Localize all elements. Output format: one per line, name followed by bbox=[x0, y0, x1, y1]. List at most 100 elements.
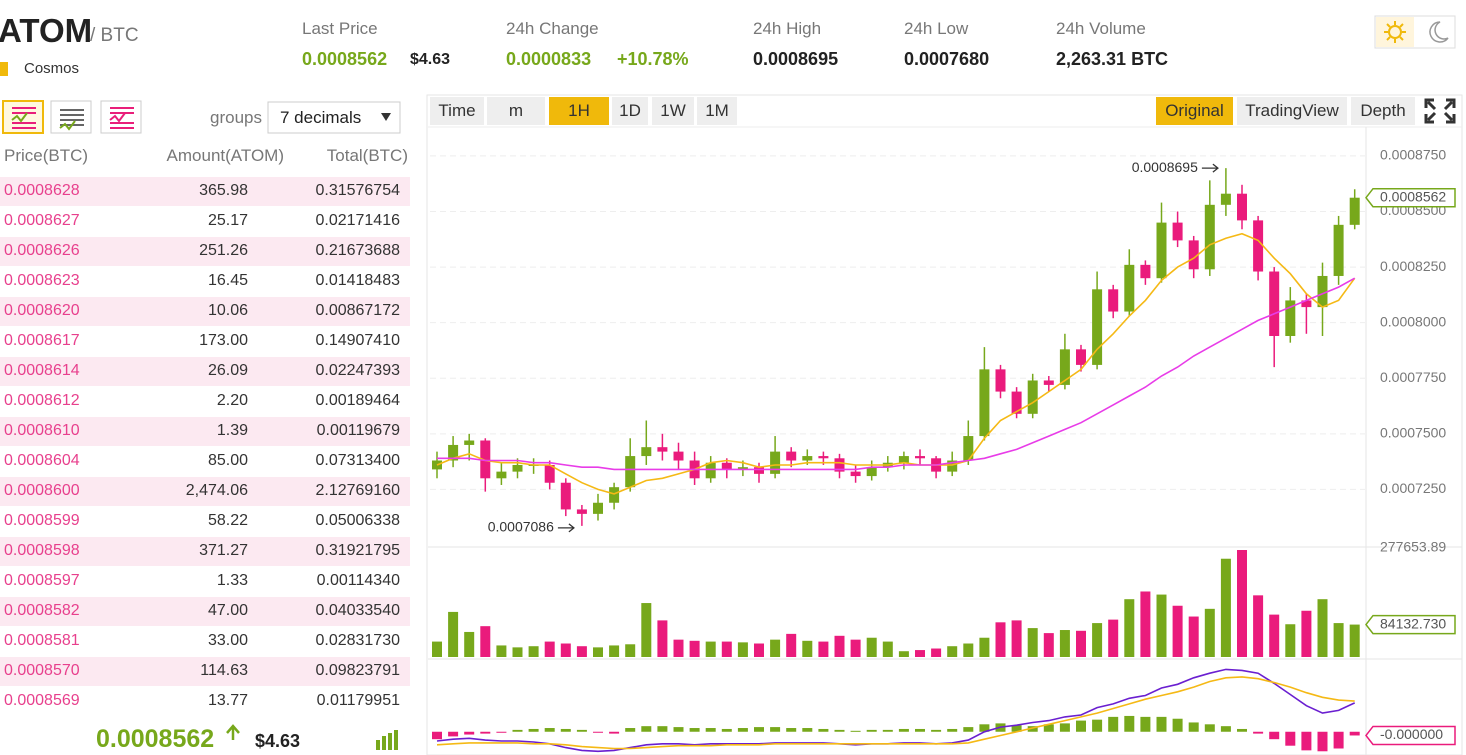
high-arrow bbox=[1201, 163, 1219, 173]
interval-button[interactable]: Time bbox=[430, 97, 484, 125]
stat-label: 24h Volume bbox=[1056, 19, 1146, 38]
ask-price: 0.0008614 bbox=[4, 362, 80, 379]
candle-body bbox=[1156, 222, 1167, 279]
ask-amount: 58.22 bbox=[207, 512, 248, 529]
fullscreen-icon[interactable] bbox=[1424, 98, 1456, 124]
interval-button[interactable]: 1W bbox=[652, 97, 694, 125]
volume-bar bbox=[641, 603, 652, 657]
interval-button[interactable]: 1H bbox=[549, 97, 609, 125]
candle-body bbox=[850, 471, 861, 477]
coin-icon bbox=[0, 62, 8, 76]
ask-total: 0.00867172 bbox=[315, 302, 400, 319]
order-row bbox=[0, 417, 410, 446]
candle-body bbox=[1059, 349, 1070, 385]
ask-total: 0.04033540 bbox=[315, 602, 400, 619]
candle-body bbox=[544, 464, 555, 483]
interval-button[interactable]: 1D bbox=[612, 97, 648, 125]
volume-bar bbox=[657, 620, 668, 657]
volume-bar bbox=[1285, 624, 1296, 657]
macd-bar bbox=[963, 727, 974, 732]
macd-bar bbox=[1204, 724, 1215, 732]
volume-bar bbox=[786, 633, 797, 657]
volume-bar bbox=[673, 639, 684, 657]
candle-body bbox=[979, 369, 990, 437]
decimals-value[interactable]: 7 decimals bbox=[280, 108, 362, 127]
macd-bar bbox=[625, 728, 636, 732]
candle-body bbox=[802, 456, 813, 461]
volume-bar bbox=[1317, 599, 1328, 657]
candle-body bbox=[1220, 193, 1231, 205]
macd-bar bbox=[818, 728, 829, 732]
macd-bar bbox=[1301, 731, 1312, 751]
candle-body bbox=[1108, 289, 1119, 312]
macd-bar bbox=[1124, 715, 1135, 732]
macd-bar bbox=[512, 729, 523, 732]
y-tick-label: 0.0008000 bbox=[1380, 313, 1446, 329]
volume-bar bbox=[1156, 594, 1167, 657]
volume-bar bbox=[866, 637, 877, 657]
ask-price: 0.0008626 bbox=[4, 242, 80, 259]
macd-bar bbox=[496, 731, 507, 733]
ask-total: 0.31921795 bbox=[315, 542, 400, 559]
y-tick-label: 0.0008250 bbox=[1380, 258, 1446, 274]
ask-total: 0.00189464 bbox=[315, 392, 400, 409]
view-button[interactable]: Original bbox=[1156, 97, 1233, 125]
stat-value: 0.0008695 bbox=[753, 49, 839, 69]
candle-body bbox=[609, 487, 620, 503]
stat-extra: +10.78% bbox=[617, 49, 689, 69]
ask-amount: 1.39 bbox=[216, 422, 248, 439]
ask-total: 2.12769160 bbox=[315, 482, 400, 499]
order-row bbox=[0, 597, 410, 626]
value-tag bbox=[1365, 187, 1456, 208]
view-button[interactable]: TradingView bbox=[1237, 97, 1347, 125]
ask-price: 0.0008597 bbox=[4, 572, 80, 589]
candle-body bbox=[625, 456, 636, 488]
view-button[interactable]: Depth bbox=[1351, 97, 1415, 125]
candle-body bbox=[1204, 204, 1215, 270]
candle-body bbox=[593, 502, 603, 514]
depth-icons[interactable] bbox=[2, 100, 142, 134]
macd-bar bbox=[979, 724, 990, 732]
macd-bar bbox=[737, 728, 748, 732]
macd-bar bbox=[1269, 731, 1280, 740]
candle-body bbox=[1269, 271, 1280, 336]
volume-bar bbox=[480, 626, 491, 657]
volume-bar bbox=[1220, 558, 1231, 657]
ask-price: 0.0008569 bbox=[4, 692, 80, 709]
candle-body bbox=[1011, 391, 1022, 414]
ask-price: 0.0008627 bbox=[4, 212, 80, 229]
volume-bar bbox=[721, 641, 732, 657]
ask-price: 0.0008628 bbox=[4, 182, 80, 199]
macd-bar bbox=[448, 731, 459, 737]
candle-body bbox=[898, 456, 909, 463]
macd-bar bbox=[1188, 722, 1199, 732]
ask-amount: 85.00 bbox=[207, 452, 248, 469]
candle-body bbox=[786, 451, 797, 461]
volume-bar bbox=[689, 640, 700, 657]
theme-toggle[interactable] bbox=[1374, 15, 1456, 49]
ask-total: 0.02831730 bbox=[315, 632, 400, 649]
order-row bbox=[0, 657, 410, 686]
interval-button[interactable]: 1M bbox=[697, 97, 737, 125]
volume-bar bbox=[818, 641, 829, 657]
volume-bar bbox=[1237, 550, 1247, 657]
macd-bar bbox=[786, 728, 797, 732]
ask-amount: 16.45 bbox=[207, 272, 248, 289]
stat-value: 0.0008562 bbox=[302, 49, 388, 69]
decimals-select[interactable] bbox=[267, 101, 401, 134]
candle-body bbox=[834, 458, 845, 472]
volume-bar bbox=[1172, 605, 1183, 657]
macd-bar bbox=[528, 728, 539, 732]
last-price: 0.0008562 bbox=[96, 725, 215, 753]
ask-amount: 26.09 bbox=[207, 362, 248, 379]
volume-bar bbox=[560, 643, 571, 657]
coin-name: Cosmos bbox=[24, 60, 80, 77]
macd-bar bbox=[1349, 731, 1360, 736]
y-tick-label: 0.0007750 bbox=[1380, 369, 1446, 385]
volume-bar bbox=[1108, 619, 1119, 657]
interval-button[interactable]: m bbox=[487, 97, 545, 125]
candle-body bbox=[1349, 197, 1360, 225]
value-tag-label: 0.0008562 bbox=[1380, 188, 1446, 204]
